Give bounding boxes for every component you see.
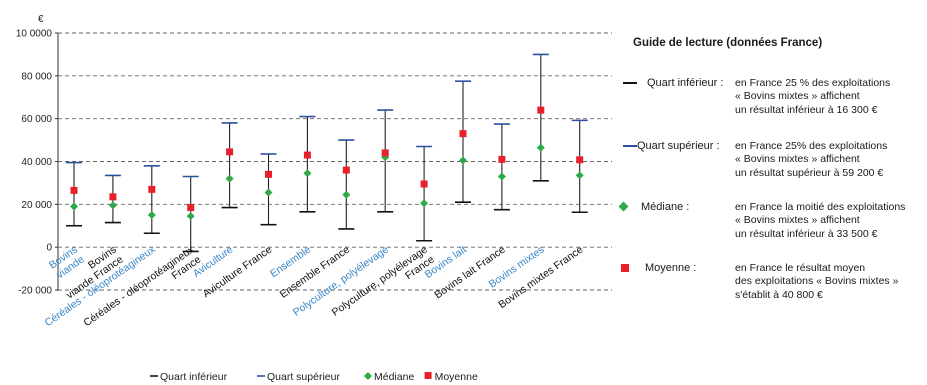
- mean-square-icon: [621, 264, 629, 272]
- median-marker: [459, 156, 467, 165]
- mean-marker: [459, 130, 467, 138]
- median-marker: [303, 169, 312, 178]
- median-marker: [497, 172, 506, 181]
- y-tick-label: 0: [46, 243, 52, 254]
- mean-marker: [187, 204, 195, 212]
- legend-q3-label: Quart supérieur: [267, 371, 340, 383]
- mean-marker: [498, 155, 506, 163]
- guide-text-q3: en France 25% des exploitations « Bovins…: [735, 140, 888, 179]
- y-tick-label: -20 000: [18, 286, 52, 297]
- guide-label-median: Médiane :: [641, 201, 690, 213]
- legend-q1-label: Quart inférieur: [160, 371, 228, 383]
- median-diamond-icon: [618, 201, 629, 212]
- y-unit-label: €: [38, 14, 44, 25]
- median-marker: [575, 171, 584, 180]
- legend-mean-label: Moyenne: [435, 371, 478, 383]
- y-tick-label: 60 000: [21, 114, 52, 125]
- mean-marker: [303, 151, 311, 159]
- x-category-label: Bovins lait France: [432, 244, 507, 302]
- median-marker: [342, 190, 351, 199]
- mean-marker: [576, 156, 584, 164]
- mean-marker: [148, 185, 156, 193]
- guide-text-q1: en France 25 % des exploitations « Bovin…: [735, 77, 891, 116]
- x-category-label: Aviculture France: [201, 244, 275, 301]
- mean-marker: [381, 149, 389, 157]
- median-marker: [70, 202, 78, 211]
- y-tick-label: 80 000: [21, 71, 52, 82]
- y-tick-label: 20 000: [21, 200, 52, 211]
- legend-median-swatch: [364, 372, 372, 380]
- legend-mean-swatch: [424, 372, 432, 379]
- guide-text-mean: en France le résultat moyen des exploita…: [735, 262, 899, 301]
- mean-marker: [109, 193, 117, 201]
- median-marker: [225, 174, 234, 183]
- q3-dash-icon: [623, 145, 637, 147]
- median-marker: [147, 211, 156, 220]
- guide-label-mean: Moyenne :: [645, 262, 697, 274]
- mean-marker: [70, 186, 78, 194]
- legend-median-label: Médiane: [374, 371, 414, 383]
- median-marker: [108, 201, 117, 210]
- mean-marker: [265, 170, 272, 178]
- median-marker: [536, 143, 545, 152]
- results-chart: €10 0000 80 000 60 000 40 000 20 000 0 -20 000…: [16, 14, 612, 383]
- guide-label-q1: Quart inférieur :: [647, 77, 724, 89]
- y-tick-label: 40 000: [21, 157, 52, 168]
- median-marker: [420, 199, 429, 208]
- guide-title: Guide de lecture (données France): [633, 37, 823, 49]
- reading-guide: Guide de lecture (données France) Quart …: [617, 0, 927, 385]
- mean-marker: [226, 148, 234, 156]
- mean-marker: [342, 166, 350, 174]
- guide-text-median: en France la moitié des exploitations « …: [735, 201, 906, 240]
- median-marker: [264, 188, 273, 197]
- mean-marker: [420, 180, 428, 188]
- q1-dash-icon: [623, 82, 637, 84]
- mean-marker: [537, 106, 545, 114]
- median-marker: [186, 212, 195, 221]
- y-tick-label: 10 0000: [16, 29, 53, 40]
- guide-label-q3: Quart supérieur :: [637, 140, 720, 152]
